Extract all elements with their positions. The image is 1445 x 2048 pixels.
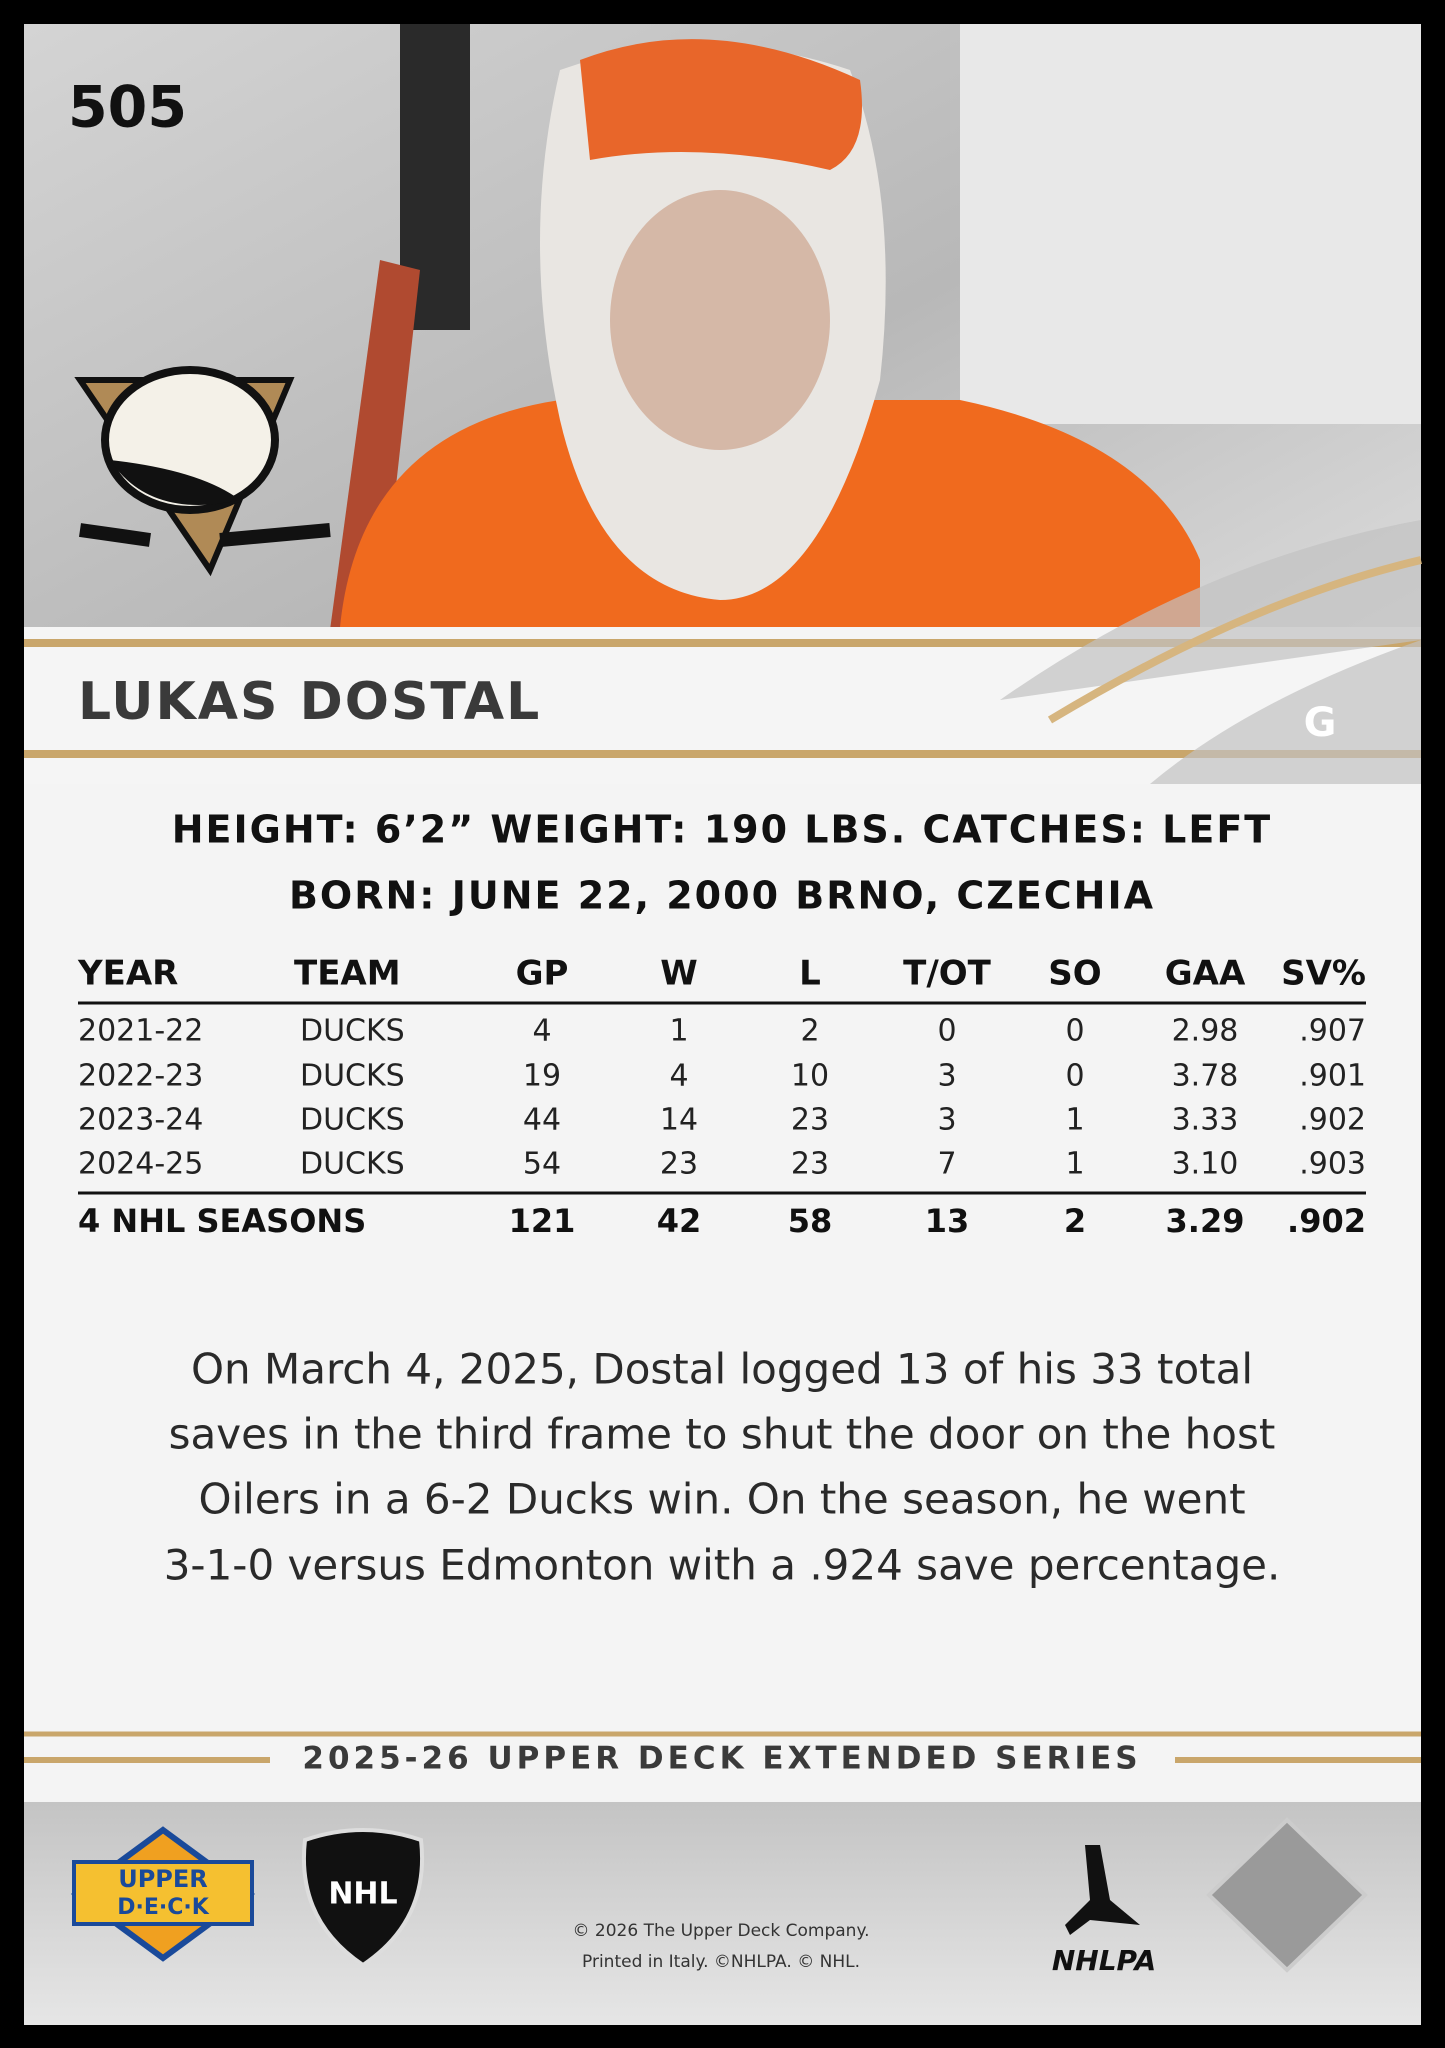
column-header: SO — [1048, 954, 1101, 994]
hologram — [1206, 1817, 1368, 1973]
total-cell: 42 — [657, 1202, 702, 1240]
table-cell: 14 — [660, 1103, 698, 1138]
table-cell: 3 — [937, 1059, 956, 1094]
column-header: GAA — [1165, 954, 1246, 994]
table-cell: DUCKS — [300, 1103, 405, 1138]
card-number: 505 — [68, 75, 187, 141]
photo-referee — [400, 24, 470, 330]
table-cell: 7 — [937, 1147, 956, 1182]
table-cell: 4 — [669, 1059, 688, 1094]
table-cell: .901 — [1299, 1059, 1366, 1094]
table-cell: .907 — [1299, 1014, 1366, 1049]
nhlpa-logo: NHLPA — [1052, 1845, 1156, 1977]
table-cell: 19 — [523, 1059, 561, 1094]
logo-text: NHL — [328, 1877, 397, 1912]
table-cell: 23 — [791, 1103, 829, 1138]
table-cell: 10 — [791, 1059, 829, 1094]
logo-text: NHLPA — [1052, 1944, 1156, 1977]
table-cell: 4 — [532, 1014, 551, 1049]
blurb-line: On March 4, 2025, Dostal logged 13 of hi… — [191, 1345, 1253, 1394]
table-cell: 0 — [1065, 1014, 1084, 1049]
table-cell: DUCKS — [300, 1147, 405, 1182]
photo-face — [610, 190, 830, 450]
table-cell: 2.98 — [1172, 1014, 1239, 1049]
column-header: T/OT — [903, 954, 992, 994]
table-cell: 2024-25 — [78, 1147, 203, 1182]
table-cell: 0 — [1065, 1059, 1084, 1094]
table-cell: 3 — [937, 1103, 956, 1138]
player-name: LUKAS DOSTAL — [78, 672, 541, 732]
total-cell: 2 — [1064, 1202, 1086, 1240]
table-cell: .903 — [1299, 1147, 1366, 1182]
table-cell: 2021-22 — [78, 1014, 203, 1049]
column-header: W — [660, 954, 698, 994]
photo-stick — [330, 260, 420, 630]
column-header: SV% — [1281, 954, 1366, 994]
table-cell: 54 — [523, 1147, 561, 1182]
body-panel — [24, 784, 1421, 1732]
table-cell: DUCKS — [300, 1059, 405, 1094]
table-cell: 1 — [1065, 1147, 1084, 1182]
photo-backdrop — [960, 24, 1421, 424]
series-title: 2025-26 UPPER DECK EXTENDED SERIES — [302, 1741, 1141, 1777]
wave — [1047, 556, 1422, 724]
column-header: L — [799, 954, 821, 994]
position: G — [1304, 700, 1337, 746]
table-cell: 2022-23 — [78, 1059, 203, 1094]
table-cell: 23 — [660, 1147, 698, 1182]
table-cell: 1 — [669, 1014, 688, 1049]
blurb-line: saves in the third frame to shut the doo… — [169, 1410, 1276, 1459]
footer — [24, 1802, 1421, 2025]
stats-table: YEAR TEAM GP W L T/OT SO GAA SV%2021-22 DUCKS 4 1 2 0… — [77, 954, 1366, 1241]
table-cell: 1 — [1065, 1103, 1084, 1138]
bio-line: BORN: JUNE 22, 2000 BRNO, CZECHIA — [289, 874, 1155, 918]
logo-text: UPPER — [118, 1865, 208, 1893]
table-cell: 3.33 — [1172, 1103, 1239, 1138]
nhl-logo: NHL — [302, 1828, 424, 1968]
blurb-line: 3-1-0 versus Edmonton with a .924 save p… — [164, 1541, 1281, 1590]
blurb-line: Oilers in a 6-2 Ducks win. On the season… — [198, 1475, 1245, 1524]
total-cell: 13 — [925, 1202, 970, 1240]
total-cell: 121 — [509, 1202, 576, 1240]
logo-text: D·E·C·K — [117, 1895, 210, 1920]
table-cell: 44 — [523, 1103, 561, 1138]
table-cell: 2023-24 — [78, 1103, 203, 1138]
total-cell: 3.29 — [1166, 1202, 1245, 1240]
table-cell: 23 — [791, 1147, 829, 1182]
series-band — [24, 1732, 1421, 1802]
table-cell: DUCKS — [300, 1014, 405, 1049]
column-header: GP — [516, 954, 569, 994]
photo-mask-art — [580, 39, 862, 170]
total-cell: 58 — [788, 1202, 833, 1240]
table-cell: 0 — [937, 1014, 956, 1049]
bio-line: HEIGHT: 6’2” WEIGHT: 190 LBS. CATCHES: L… — [172, 808, 1272, 852]
total-cell: .902 — [1287, 1202, 1366, 1240]
table-cell: 2 — [800, 1014, 819, 1049]
total-cell: 4 NHL SEASONS — [78, 1202, 366, 1240]
table-cell: 3.10 — [1172, 1147, 1239, 1182]
team-logo — [74, 366, 331, 577]
upper-deck-logo: UPPER D·E·C·K — [70, 1826, 256, 1962]
wave — [1000, 520, 1421, 784]
table-cell: .902 — [1299, 1103, 1366, 1138]
copyright: © 2026 The Upper Deck Company. — [573, 1921, 870, 1941]
copyright: Printed in Italy. ©NHLPA. © NHL. — [582, 1952, 860, 1972]
column-header: TEAM — [294, 954, 401, 994]
column-header: YEAR — [77, 954, 178, 994]
table-cell: 3.78 — [1172, 1059, 1239, 1094]
